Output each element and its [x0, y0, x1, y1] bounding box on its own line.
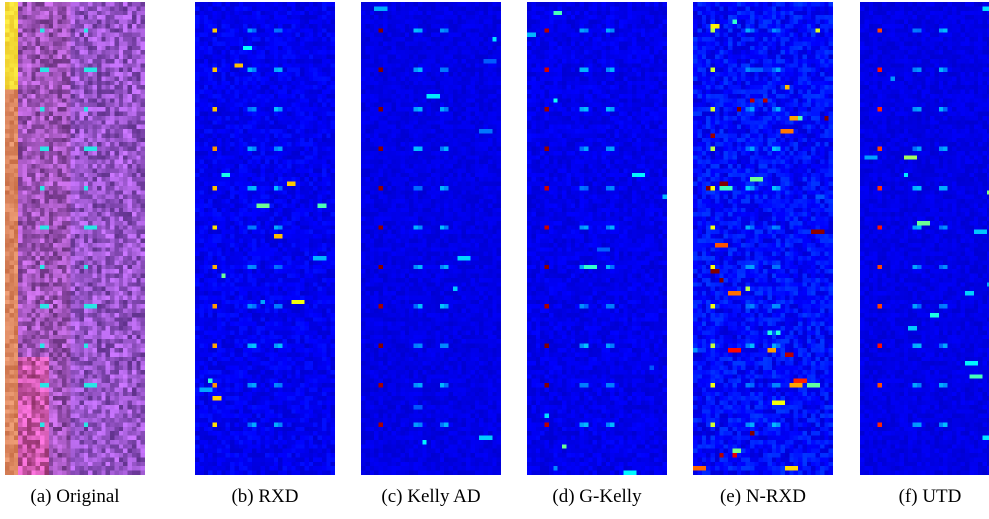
g-kelly-detection-map	[527, 2, 667, 475]
caption-n-rxd: (e) N-RXD	[719, 486, 806, 507]
rxd-detection-map	[195, 2, 335, 475]
caption-kelly-ad: (c) Kelly AD	[381, 486, 481, 507]
utd-detection-map	[860, 2, 989, 475]
kelly-ad-detection-map	[361, 2, 501, 475]
original-image	[5, 2, 145, 475]
caption-g-kelly: (d) G-Kelly	[552, 486, 642, 507]
caption-rxd: (b) RXD	[231, 486, 299, 507]
n-rxd-detection-map	[693, 2, 833, 475]
caption-original: (a) Original	[30, 486, 120, 507]
caption-utd: (f) UTD	[898, 486, 962, 507]
